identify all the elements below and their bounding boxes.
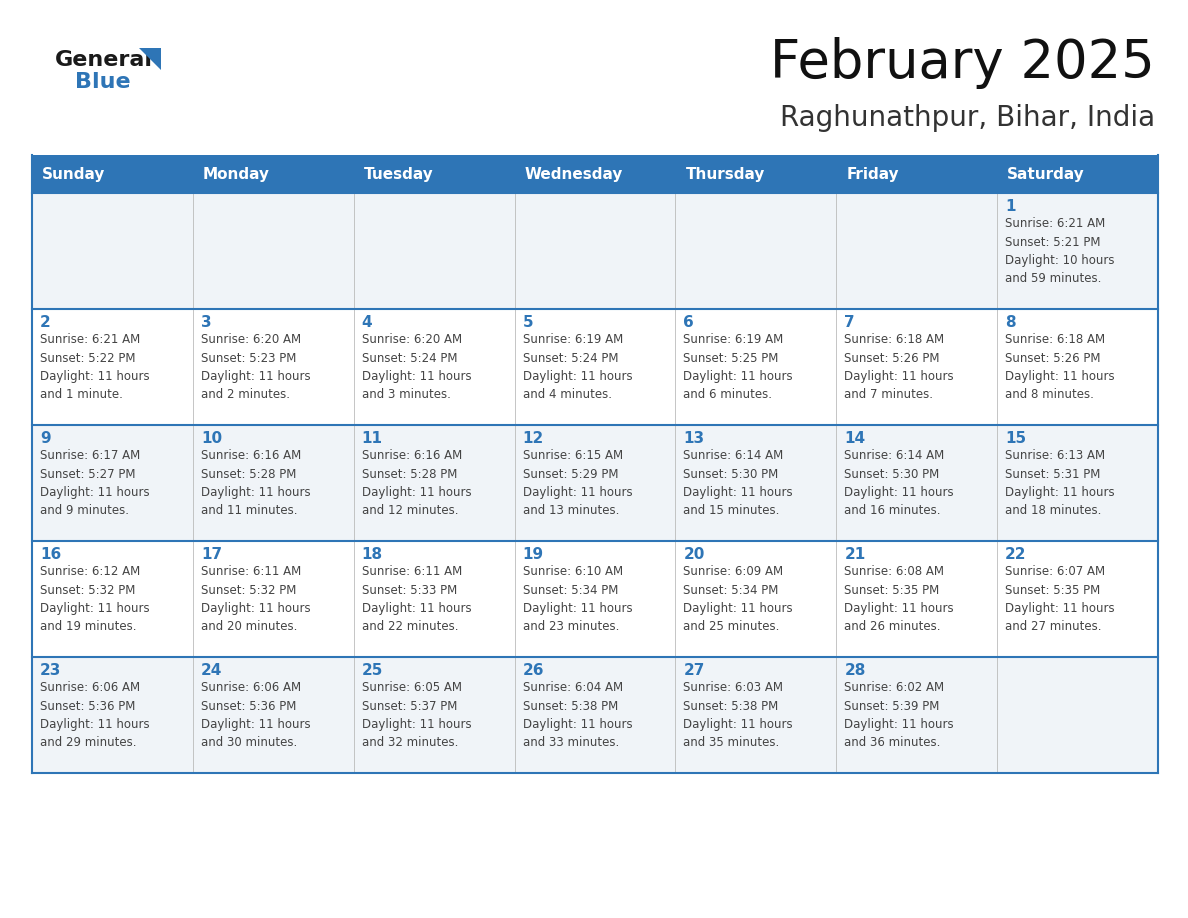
Text: 22: 22 xyxy=(1005,547,1026,562)
Text: Sunrise: 6:21 AM
Sunset: 5:22 PM
Daylight: 11 hours
and 1 minute.: Sunrise: 6:21 AM Sunset: 5:22 PM Dayligh… xyxy=(40,333,150,401)
Text: Tuesday: Tuesday xyxy=(364,166,434,182)
Text: Sunrise: 6:08 AM
Sunset: 5:35 PM
Daylight: 11 hours
and 26 minutes.: Sunrise: 6:08 AM Sunset: 5:35 PM Dayligh… xyxy=(845,565,954,633)
Text: 15: 15 xyxy=(1005,431,1026,446)
Text: Sunrise: 6:17 AM
Sunset: 5:27 PM
Daylight: 11 hours
and 9 minutes.: Sunrise: 6:17 AM Sunset: 5:27 PM Dayligh… xyxy=(40,449,150,518)
Text: 24: 24 xyxy=(201,663,222,678)
Text: 9: 9 xyxy=(40,431,51,446)
Text: Sunrise: 6:19 AM
Sunset: 5:25 PM
Daylight: 11 hours
and 6 minutes.: Sunrise: 6:19 AM Sunset: 5:25 PM Dayligh… xyxy=(683,333,794,401)
Text: 2: 2 xyxy=(40,315,51,330)
Text: Sunrise: 6:04 AM
Sunset: 5:38 PM
Daylight: 11 hours
and 33 minutes.: Sunrise: 6:04 AM Sunset: 5:38 PM Dayligh… xyxy=(523,681,632,749)
Text: 26: 26 xyxy=(523,663,544,678)
Text: 13: 13 xyxy=(683,431,704,446)
Text: 11: 11 xyxy=(361,431,383,446)
Text: Sunrise: 6:16 AM
Sunset: 5:28 PM
Daylight: 11 hours
and 11 minutes.: Sunrise: 6:16 AM Sunset: 5:28 PM Dayligh… xyxy=(201,449,310,518)
Text: 18: 18 xyxy=(361,547,383,562)
Bar xyxy=(676,155,836,193)
Text: Sunrise: 6:13 AM
Sunset: 5:31 PM
Daylight: 11 hours
and 18 minutes.: Sunrise: 6:13 AM Sunset: 5:31 PM Dayligh… xyxy=(1005,449,1114,518)
Bar xyxy=(192,155,354,193)
Bar xyxy=(354,155,514,193)
Text: General: General xyxy=(55,50,153,70)
Text: 12: 12 xyxy=(523,431,544,446)
Text: Saturday: Saturday xyxy=(1007,166,1085,182)
Text: Sunrise: 6:20 AM
Sunset: 5:24 PM
Daylight: 11 hours
and 3 minutes.: Sunrise: 6:20 AM Sunset: 5:24 PM Dayligh… xyxy=(361,333,472,401)
Text: Sunrise: 6:18 AM
Sunset: 5:26 PM
Daylight: 11 hours
and 7 minutes.: Sunrise: 6:18 AM Sunset: 5:26 PM Dayligh… xyxy=(845,333,954,401)
Text: 28: 28 xyxy=(845,663,866,678)
Text: 20: 20 xyxy=(683,547,704,562)
Text: 17: 17 xyxy=(201,547,222,562)
Bar xyxy=(32,193,1158,309)
Text: 5: 5 xyxy=(523,315,533,330)
Bar xyxy=(32,541,1158,657)
Text: Sunrise: 6:06 AM
Sunset: 5:36 PM
Daylight: 11 hours
and 30 minutes.: Sunrise: 6:06 AM Sunset: 5:36 PM Dayligh… xyxy=(201,681,310,749)
Text: Sunrise: 6:18 AM
Sunset: 5:26 PM
Daylight: 11 hours
and 8 minutes.: Sunrise: 6:18 AM Sunset: 5:26 PM Dayligh… xyxy=(1005,333,1114,401)
Text: 6: 6 xyxy=(683,315,694,330)
Text: 19: 19 xyxy=(523,547,544,562)
Text: 21: 21 xyxy=(845,547,866,562)
Text: Sunrise: 6:20 AM
Sunset: 5:23 PM
Daylight: 11 hours
and 2 minutes.: Sunrise: 6:20 AM Sunset: 5:23 PM Dayligh… xyxy=(201,333,310,401)
Text: 1: 1 xyxy=(1005,199,1016,214)
Bar xyxy=(997,155,1158,193)
Bar xyxy=(836,155,997,193)
Text: 7: 7 xyxy=(845,315,855,330)
Text: Sunday: Sunday xyxy=(42,166,106,182)
Text: 27: 27 xyxy=(683,663,704,678)
Text: Sunrise: 6:11 AM
Sunset: 5:32 PM
Daylight: 11 hours
and 20 minutes.: Sunrise: 6:11 AM Sunset: 5:32 PM Dayligh… xyxy=(201,565,310,633)
Text: Sunrise: 6:16 AM
Sunset: 5:28 PM
Daylight: 11 hours
and 12 minutes.: Sunrise: 6:16 AM Sunset: 5:28 PM Dayligh… xyxy=(361,449,472,518)
Text: Sunrise: 6:19 AM
Sunset: 5:24 PM
Daylight: 11 hours
and 4 minutes.: Sunrise: 6:19 AM Sunset: 5:24 PM Dayligh… xyxy=(523,333,632,401)
Text: February 2025: February 2025 xyxy=(770,37,1155,89)
Text: 3: 3 xyxy=(201,315,211,330)
Text: Friday: Friday xyxy=(846,166,899,182)
Bar xyxy=(32,425,1158,541)
Text: 14: 14 xyxy=(845,431,865,446)
Text: 8: 8 xyxy=(1005,315,1016,330)
Text: Sunrise: 6:14 AM
Sunset: 5:30 PM
Daylight: 11 hours
and 15 minutes.: Sunrise: 6:14 AM Sunset: 5:30 PM Dayligh… xyxy=(683,449,794,518)
Text: Sunrise: 6:14 AM
Sunset: 5:30 PM
Daylight: 11 hours
and 16 minutes.: Sunrise: 6:14 AM Sunset: 5:30 PM Dayligh… xyxy=(845,449,954,518)
Text: Sunrise: 6:11 AM
Sunset: 5:33 PM
Daylight: 11 hours
and 22 minutes.: Sunrise: 6:11 AM Sunset: 5:33 PM Dayligh… xyxy=(361,565,472,633)
Text: Sunrise: 6:21 AM
Sunset: 5:21 PM
Daylight: 10 hours
and 59 minutes.: Sunrise: 6:21 AM Sunset: 5:21 PM Dayligh… xyxy=(1005,217,1114,285)
Text: Sunrise: 6:02 AM
Sunset: 5:39 PM
Daylight: 11 hours
and 36 minutes.: Sunrise: 6:02 AM Sunset: 5:39 PM Dayligh… xyxy=(845,681,954,749)
Text: Sunrise: 6:09 AM
Sunset: 5:34 PM
Daylight: 11 hours
and 25 minutes.: Sunrise: 6:09 AM Sunset: 5:34 PM Dayligh… xyxy=(683,565,794,633)
Text: Sunrise: 6:07 AM
Sunset: 5:35 PM
Daylight: 11 hours
and 27 minutes.: Sunrise: 6:07 AM Sunset: 5:35 PM Dayligh… xyxy=(1005,565,1114,633)
Text: Sunrise: 6:12 AM
Sunset: 5:32 PM
Daylight: 11 hours
and 19 minutes.: Sunrise: 6:12 AM Sunset: 5:32 PM Dayligh… xyxy=(40,565,150,633)
Text: Sunrise: 6:05 AM
Sunset: 5:37 PM
Daylight: 11 hours
and 32 minutes.: Sunrise: 6:05 AM Sunset: 5:37 PM Dayligh… xyxy=(361,681,472,749)
Bar xyxy=(32,657,1158,773)
Text: Blue: Blue xyxy=(75,72,131,92)
Text: Sunrise: 6:03 AM
Sunset: 5:38 PM
Daylight: 11 hours
and 35 minutes.: Sunrise: 6:03 AM Sunset: 5:38 PM Dayligh… xyxy=(683,681,794,749)
Text: 10: 10 xyxy=(201,431,222,446)
Text: 16: 16 xyxy=(40,547,62,562)
Bar xyxy=(514,155,676,193)
Text: Thursday: Thursday xyxy=(685,166,765,182)
Bar xyxy=(32,155,192,193)
Text: 23: 23 xyxy=(40,663,62,678)
Text: Sunrise: 6:10 AM
Sunset: 5:34 PM
Daylight: 11 hours
and 23 minutes.: Sunrise: 6:10 AM Sunset: 5:34 PM Dayligh… xyxy=(523,565,632,633)
Text: Sunrise: 6:15 AM
Sunset: 5:29 PM
Daylight: 11 hours
and 13 minutes.: Sunrise: 6:15 AM Sunset: 5:29 PM Dayligh… xyxy=(523,449,632,518)
Text: 25: 25 xyxy=(361,663,383,678)
Text: Monday: Monday xyxy=(203,166,270,182)
Bar xyxy=(32,309,1158,425)
Text: 4: 4 xyxy=(361,315,372,330)
Text: Raghunathpur, Bihar, India: Raghunathpur, Bihar, India xyxy=(779,104,1155,132)
Text: Wednesday: Wednesday xyxy=(525,166,623,182)
Text: Sunrise: 6:06 AM
Sunset: 5:36 PM
Daylight: 11 hours
and 29 minutes.: Sunrise: 6:06 AM Sunset: 5:36 PM Dayligh… xyxy=(40,681,150,749)
Polygon shape xyxy=(139,48,162,70)
